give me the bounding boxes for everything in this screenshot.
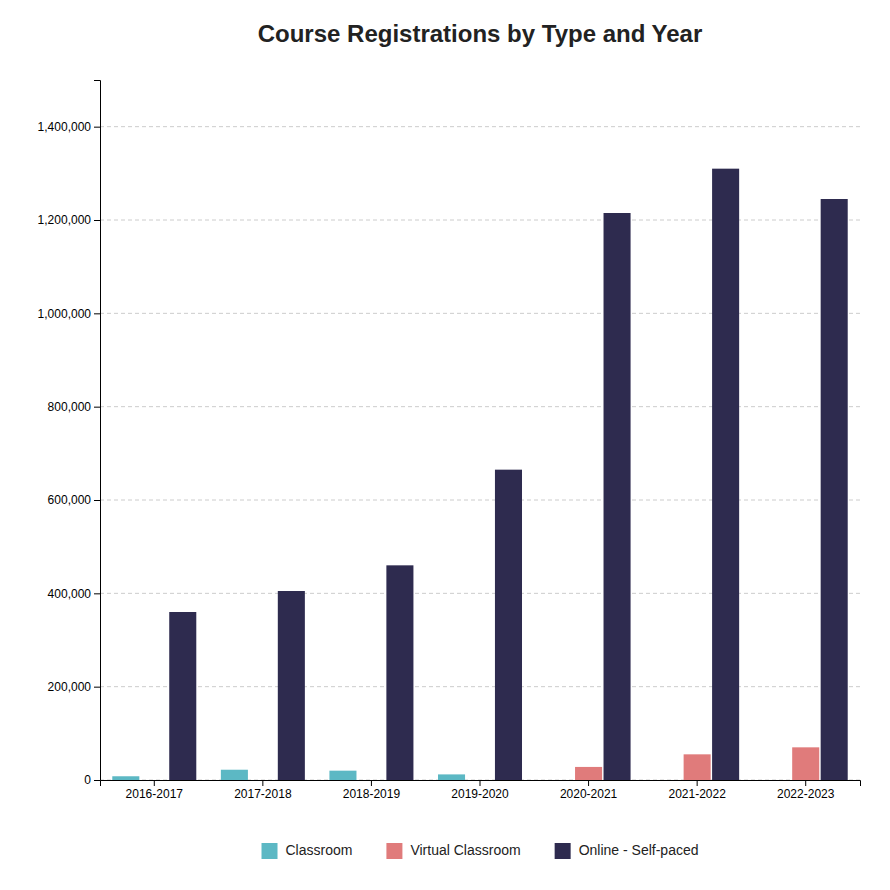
tick: 1,400,000 [38,120,100,134]
tick: 2019-2020 [451,780,509,801]
bar [792,747,819,780]
grid [100,127,860,780]
bar [604,213,631,780]
tick-mark [371,780,372,786]
tick-label: 400,000 [48,587,92,601]
tick-label: 2017-2018 [234,787,292,801]
bar [466,780,493,781]
tick-label: 0 [84,773,91,787]
bar [278,591,305,780]
tick-mark [94,593,100,594]
tick: 400,000 [48,587,100,601]
bar [112,776,139,780]
tick-label: 2022-2023 [777,787,835,801]
axis-line [94,81,101,781]
bar [329,771,356,780]
tick: 2020-2021 [560,780,618,801]
chart: Course Registrations by Type and Year 0 20… [0,0,890,890]
bar [712,169,739,780]
tick-mark [697,780,698,786]
legend-label: Classroom [286,842,353,858]
tick-mark [94,687,100,688]
tick: 2022-2023 [777,780,835,801]
tick: 200,000 [48,680,100,694]
tick-mark [262,780,263,786]
tick-mark [94,780,100,781]
grid-line [100,313,860,314]
tick-label: 2018-2019 [343,787,401,801]
bar [684,754,711,780]
bar [495,470,522,780]
tick-mark [480,780,481,786]
bars [112,169,847,780]
axis-line [101,781,861,787]
x-axis: 2016-2017 2017-2018 2018-2019 2019-2020 2020… [101,780,861,801]
tick-label: 600,000 [48,493,92,507]
legend-swatch [555,843,571,859]
bar [386,565,413,780]
tick-label: 200,000 [48,680,92,694]
tick-mark [154,780,155,786]
bar [575,767,602,780]
tick-label: 800,000 [48,400,92,414]
bar [764,780,791,781]
tick-label: 1,000,000 [38,307,92,321]
legend-item: Virtual Classroom [386,842,520,859]
bar [169,612,196,780]
tick-label: 1,200,000 [38,213,92,227]
tick-mark [94,313,100,314]
bar [141,780,168,781]
title: Course Registrations by Type and Year [258,20,703,47]
tick-mark [94,500,100,501]
tick-label: 2019-2020 [451,787,509,801]
tick-label: 2021-2022 [668,787,726,801]
tick: 800,000 [48,400,100,414]
legend-label: Online - Self-paced [579,842,699,858]
tick-mark [94,220,100,221]
grid-line [100,593,860,594]
tick: 2017-2018 [234,780,292,801]
tick: 1,200,000 [38,213,100,227]
tick: 600,000 [48,493,100,507]
legend: Classroom Virtual Classroom Online - Self-… [262,842,699,859]
grid-line [100,126,860,127]
grid-line [100,406,860,407]
bar [249,780,276,781]
legend-swatch [386,843,402,859]
tick-mark [588,780,589,786]
y-axis: 0 200,000 400,000 600,000 800,000 1,000,000 1,… [38,81,101,788]
tick-label: 2020-2021 [560,787,618,801]
tick-label: 2016-2017 [126,787,184,801]
tick-label: 1,400,000 [38,120,92,134]
tick-mark [94,407,100,408]
tick-mark [94,127,100,128]
plot: 0 200,000 400,000 600,000 800,000 1,000,000 1,… [38,81,861,801]
bar [221,770,248,780]
tick-mark [805,780,806,786]
legend-swatch [262,843,278,859]
tick: 2021-2022 [668,780,726,801]
bar [821,199,848,780]
grid-line [100,686,860,687]
bar [438,774,465,780]
grid-line [100,220,860,221]
tick: 2016-2017 [126,780,184,801]
legend-item: Online - Self-paced [555,842,699,859]
tick: 0 [84,773,100,787]
legend-label: Virtual Classroom [410,842,520,858]
bar [655,780,682,781]
bar-series [169,169,847,780]
legend-item: Classroom [262,842,353,859]
tick: 2018-2019 [343,780,401,801]
grid-line [100,500,860,501]
bar [547,780,574,781]
tick: 1,000,000 [38,307,100,321]
bar [358,780,385,781]
